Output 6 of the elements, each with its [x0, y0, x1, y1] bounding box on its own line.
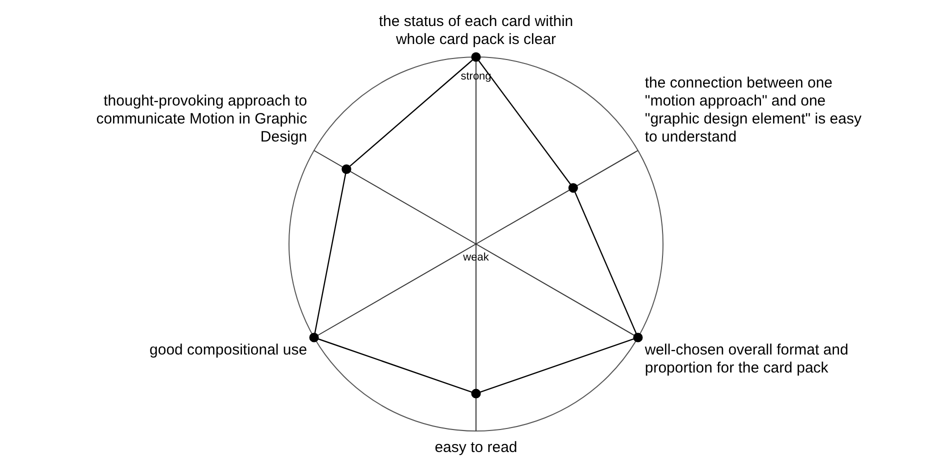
spoke-label: the status of each card within whole card pack is clear — [378, 13, 574, 48]
spoke-label: good compositional use — [150, 342, 308, 359]
spoke-label: thought-provoking approach to communicate Motion in Graphic Design — [96, 92, 308, 146]
spoke-label: the connection between one "motion approach" and one "graphic design element" is easy to understand — [644, 74, 862, 146]
spoke-label: well-chosen overall format and proportion for the card pack — [644, 342, 848, 377]
spoke-label: easy to read — [434, 439, 518, 456]
